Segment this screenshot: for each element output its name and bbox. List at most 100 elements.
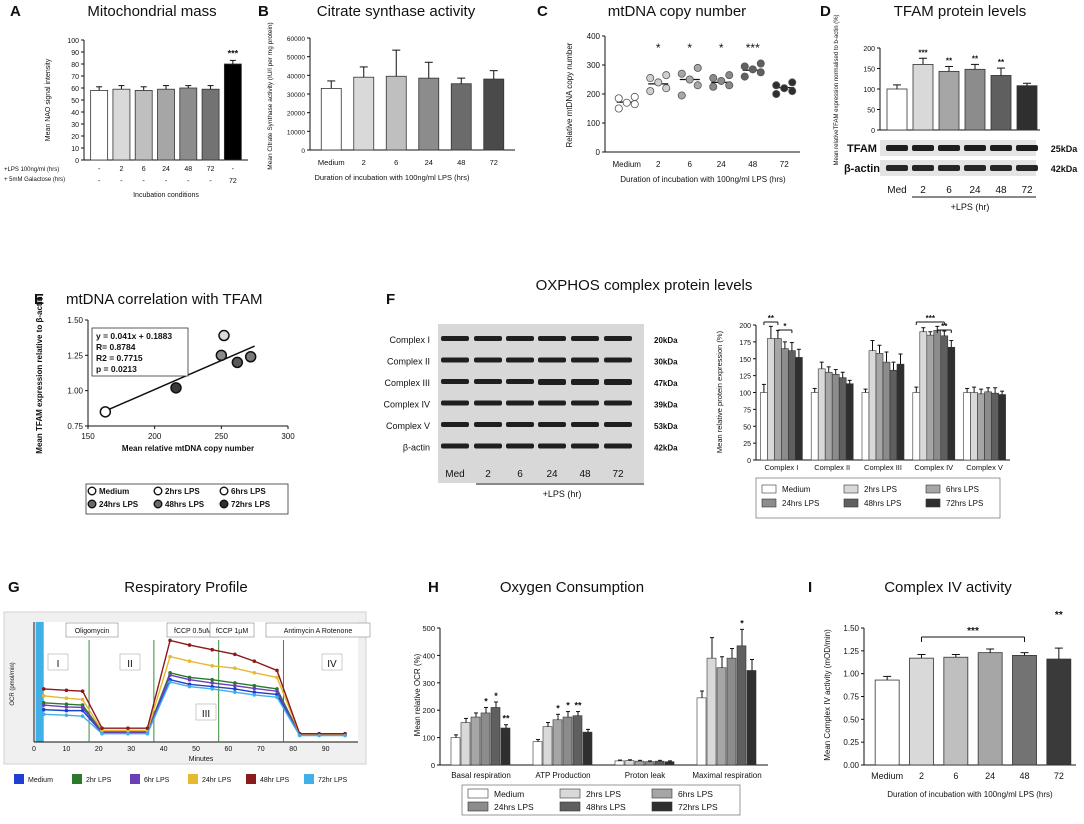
legend-swatch xyxy=(467,801,489,812)
row1-value: 2 xyxy=(119,166,123,173)
series-point xyxy=(168,680,172,684)
chart-title: Mitochondrial mass xyxy=(87,3,216,20)
bar xyxy=(912,392,921,461)
bar xyxy=(868,350,877,461)
row1-value: - xyxy=(232,166,235,173)
series-point xyxy=(64,705,69,709)
bar xyxy=(947,346,956,461)
blot-band xyxy=(604,422,632,427)
data-point xyxy=(218,329,230,342)
x-tick-label: 80 xyxy=(289,746,297,753)
bar xyxy=(817,368,826,461)
blot-band xyxy=(571,422,599,427)
x-tick-label: 48 xyxy=(995,185,1007,196)
bar xyxy=(614,760,625,766)
series-point xyxy=(64,702,69,706)
data-point xyxy=(170,382,182,394)
row2-value: 72 xyxy=(229,178,237,185)
y-tick-label: 60 xyxy=(71,86,79,93)
series-point xyxy=(64,696,69,700)
series-point xyxy=(317,733,321,738)
x-tick-label: 30 xyxy=(127,746,135,753)
y-tick-label: 1.50 xyxy=(67,316,83,325)
blot-band xyxy=(441,379,469,384)
blot-band xyxy=(538,422,566,427)
series-point xyxy=(41,687,46,691)
bar xyxy=(353,76,375,151)
blot-band xyxy=(990,165,1012,171)
bar xyxy=(552,719,563,766)
chart-title: mtDNA correlation with TFAM xyxy=(66,291,262,308)
series-point xyxy=(187,643,192,647)
bar xyxy=(991,392,999,461)
blot-size-label: 42kDa xyxy=(1051,164,1079,174)
legend-label: 72hr LPS xyxy=(318,777,348,784)
x-tick-label: Maximal respiration xyxy=(692,771,761,780)
x-tick-label: 24 xyxy=(425,158,433,167)
bar xyxy=(909,657,934,766)
blot-band xyxy=(441,336,469,341)
phase-label: III xyxy=(202,709,210,720)
stats-line: R2 = 0.7715 xyxy=(96,353,143,363)
blot-band xyxy=(604,357,632,363)
blot-label: Complex II xyxy=(387,357,430,367)
significance-label: * xyxy=(484,696,488,706)
bar xyxy=(736,645,747,766)
data-point xyxy=(756,68,765,77)
blot-label: Complex IV xyxy=(383,400,430,410)
bar xyxy=(781,348,789,461)
series-point xyxy=(80,708,85,713)
y-tick-label: 1.50 xyxy=(843,624,859,633)
x-tick-label: 20 xyxy=(95,746,103,753)
y-axis-label: Mean relative OCR (%) xyxy=(413,653,422,736)
chart-title: OXPHOS complex protein levels xyxy=(536,277,753,294)
series-point xyxy=(275,689,279,694)
y-tick-label: 400 xyxy=(587,32,601,41)
series-point xyxy=(252,693,257,697)
data-point xyxy=(231,356,244,369)
bar xyxy=(483,78,505,151)
bar xyxy=(912,64,934,131)
stats-line: y = 0.041x + 0.1883 xyxy=(96,331,172,341)
x-tick-label: 2 xyxy=(919,771,924,781)
panel-a: A Mitochondrial mass 0 10 20 30 40 50 60 70 80 90 10… xyxy=(4,3,248,199)
blot-band xyxy=(506,336,534,341)
data-point xyxy=(244,350,257,363)
x-tick-label: 48 xyxy=(1019,771,1029,781)
y-tick-label: 0.25 xyxy=(843,738,859,747)
lane-label: 48 xyxy=(579,469,591,480)
row2-value: - xyxy=(120,178,123,185)
data-point xyxy=(748,65,757,74)
x-tick-label: Complex III xyxy=(864,463,902,472)
x-tick-label: 24 xyxy=(717,160,726,169)
data-point xyxy=(614,94,623,103)
series-point xyxy=(233,690,237,694)
series-point xyxy=(343,733,347,738)
x-tick-label: 2 xyxy=(362,158,366,167)
lane-label: 2 xyxy=(485,469,491,480)
x-axis-label: Duration of incubation with 100ng/ml LPS… xyxy=(887,790,1053,799)
chart-title: Oxygen Consumption xyxy=(500,579,644,596)
blot-band xyxy=(571,379,599,385)
y-tick-label: 0 xyxy=(301,148,305,155)
blot-band xyxy=(538,379,566,385)
y-tick-label: 50 xyxy=(867,108,875,115)
significance-label: * xyxy=(556,703,560,713)
legend-box xyxy=(755,477,1001,519)
x-axis-label: Duration of incubation with 100ng/ml LPS… xyxy=(620,175,786,184)
bar xyxy=(984,391,992,461)
panel-g: G Respiratory Profile 0 10 20 30 40 50 60 70 80 90 M… xyxy=(3,579,371,784)
significance-label: * xyxy=(494,691,498,701)
blot-band xyxy=(506,379,534,384)
injection-label: fCCP 1µM xyxy=(216,628,248,635)
blot-band xyxy=(441,357,469,363)
y-tick-label: 1.00 xyxy=(67,387,83,396)
legend-label: 72hrs LPS xyxy=(231,500,271,509)
y-tick-label: 10 xyxy=(71,146,79,153)
blot-band xyxy=(506,443,534,449)
row-label: +LPS 100ng/ml (hrs) xyxy=(4,167,59,173)
x-tick-label: 200 xyxy=(148,432,162,441)
x-tick-label: 48 xyxy=(748,160,757,169)
y-tick-label: 125 xyxy=(739,374,751,381)
